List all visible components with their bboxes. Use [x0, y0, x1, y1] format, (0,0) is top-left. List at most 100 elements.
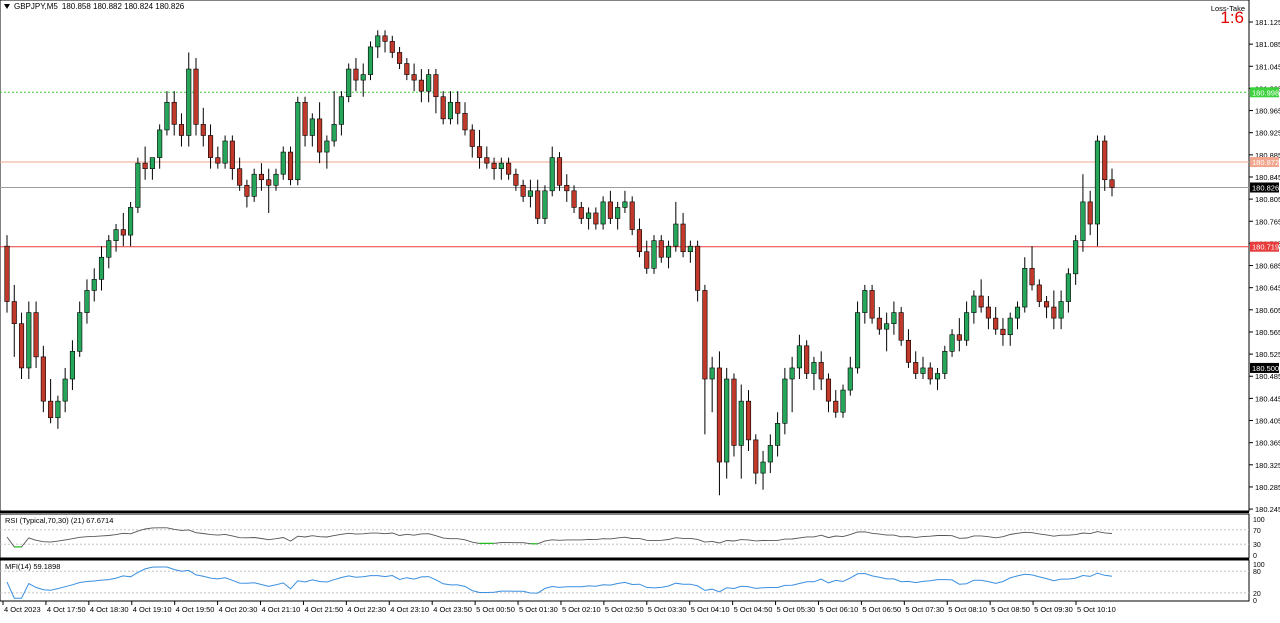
bear-candle[interactable]	[142, 162, 148, 169]
bull-candle[interactable]	[760, 461, 766, 474]
bull-candle[interactable]	[847, 367, 853, 391]
bear-candle[interactable]	[506, 162, 512, 175]
bear-candle[interactable]	[207, 135, 214, 158]
bear-candle[interactable]	[804, 345, 810, 374]
bear-candle[interactable]	[716, 367, 722, 463]
bear-candle[interactable]	[927, 367, 933, 380]
bull-candle[interactable]	[1058, 301, 1064, 319]
bear-candle[interactable]	[178, 124, 185, 136]
bear-candle[interactable]	[985, 306, 991, 319]
bull-candle[interactable]	[26, 312, 32, 369]
bear-candle[interactable]	[302, 101, 308, 136]
bear-candle[interactable]	[593, 212, 599, 225]
bear-candle[interactable]	[571, 190, 577, 208]
bear-candle[interactable]	[200, 124, 206, 136]
bull-candle[interactable]	[709, 367, 715, 380]
bull-candle[interactable]	[796, 345, 802, 369]
bear-candle[interactable]	[578, 207, 584, 219]
bear-candle[interactable]	[120, 229, 126, 236]
bull-candle[interactable]	[767, 445, 773, 463]
bear-candle[interactable]	[1000, 328, 1006, 336]
bull-candle[interactable]	[84, 290, 90, 313]
bear-candle[interactable]	[702, 290, 708, 380]
bear-candle[interactable]	[440, 96, 446, 120]
bull-candle[interactable]	[840, 389, 846, 413]
bear-candle[interactable]	[389, 41, 395, 53]
bear-candle[interactable]	[48, 400, 54, 419]
bull-candle[interactable]	[280, 151, 286, 175]
bear-candle[interactable]	[411, 74, 417, 81]
bear-candle[interactable]	[825, 378, 832, 402]
bull-candle[interactable]	[426, 74, 432, 92]
bear-candle[interactable]	[244, 184, 250, 197]
bear-candle[interactable]	[636, 229, 643, 253]
bull-candle[interactable]	[251, 173, 257, 197]
bear-candle[interactable]	[978, 295, 984, 308]
bear-candle[interactable]	[193, 68, 199, 125]
bull-candle[interactable]	[884, 323, 890, 330]
bear-candle[interactable]	[317, 118, 323, 153]
bear-candle[interactable]	[753, 439, 759, 474]
bull-candle[interactable]	[673, 223, 679, 247]
bear-candle[interactable]	[469, 129, 475, 147]
bull-candle[interactable]	[91, 279, 97, 291]
bull-candle[interactable]	[615, 207, 621, 219]
bull-candle[interactable]	[775, 422, 781, 446]
bull-candle[interactable]	[331, 124, 337, 142]
bear-candle[interactable]	[491, 162, 497, 169]
bull-candle[interactable]	[62, 378, 68, 402]
bull-candle[interactable]	[1022, 268, 1028, 308]
bull-candle[interactable]	[186, 68, 192, 136]
bear-candle[interactable]	[993, 317, 999, 330]
bear-candle[interactable]	[171, 101, 177, 125]
bull-candle[interactable]	[346, 68, 352, 98]
bear-candle[interactable]	[556, 157, 563, 186]
bear-candle[interactable]	[520, 184, 526, 197]
bear-candle[interactable]	[913, 362, 919, 374]
bear-candle[interactable]	[40, 356, 46, 402]
dropdown-triangle-icon[interactable]	[4, 4, 10, 9]
bear-candle[interactable]	[1036, 284, 1042, 302]
bull-candle[interactable]	[1094, 140, 1101, 225]
bear-candle[interactable]	[833, 400, 839, 413]
bear-candle[interactable]	[258, 173, 264, 181]
bear-candle[interactable]	[876, 317, 882, 330]
bull-candle[interactable]	[542, 190, 548, 219]
bull-candle[interactable]	[338, 96, 344, 125]
bear-candle[interactable]	[455, 101, 461, 114]
main-price-pane[interactable]	[0, 0, 1250, 512]
bear-candle[interactable]	[4, 245, 10, 302]
bull-candle[interactable]	[687, 245, 693, 253]
bull-candle[interactable]	[77, 312, 83, 352]
bull-candle[interactable]	[295, 101, 301, 181]
bear-candle[interactable]	[731, 378, 737, 446]
bear-candle[interactable]	[956, 334, 962, 341]
bear-candle[interactable]	[11, 301, 17, 324]
bear-candle[interactable]	[237, 168, 243, 186]
bull-candle[interactable]	[447, 101, 454, 120]
bear-candle[interactable]	[33, 312, 39, 358]
bull-candle[interactable]	[113, 229, 119, 241]
bear-candle[interactable]	[287, 151, 294, 181]
bull-candle[interactable]	[164, 101, 170, 131]
bear-candle[interactable]	[1109, 179, 1115, 188]
bull-candle[interactable]	[375, 35, 381, 48]
bear-candle[interactable]	[658, 240, 664, 258]
bear-candle[interactable]	[680, 223, 686, 253]
bear-candle[interactable]	[905, 339, 912, 363]
bear-candle[interactable]	[564, 184, 570, 192]
bull-candle[interactable]	[920, 367, 926, 374]
bull-candle[interactable]	[600, 201, 606, 225]
bear-candle[interactable]	[898, 312, 904, 341]
bear-candle[interactable]	[644, 251, 650, 269]
bear-candle[interactable]	[418, 79, 424, 92]
bull-candle[interactable]	[135, 162, 141, 208]
bull-candle[interactable]	[527, 190, 533, 197]
bear-candle[interactable]	[462, 113, 468, 131]
bear-candle[interactable]	[629, 201, 635, 230]
bear-candle[interactable]	[404, 63, 410, 75]
bull-candle[interactable]	[934, 373, 941, 380]
bear-candle[interactable]	[745, 400, 752, 441]
bear-candle[interactable]	[215, 157, 221, 164]
bear-candle[interactable]	[1029, 268, 1035, 286]
